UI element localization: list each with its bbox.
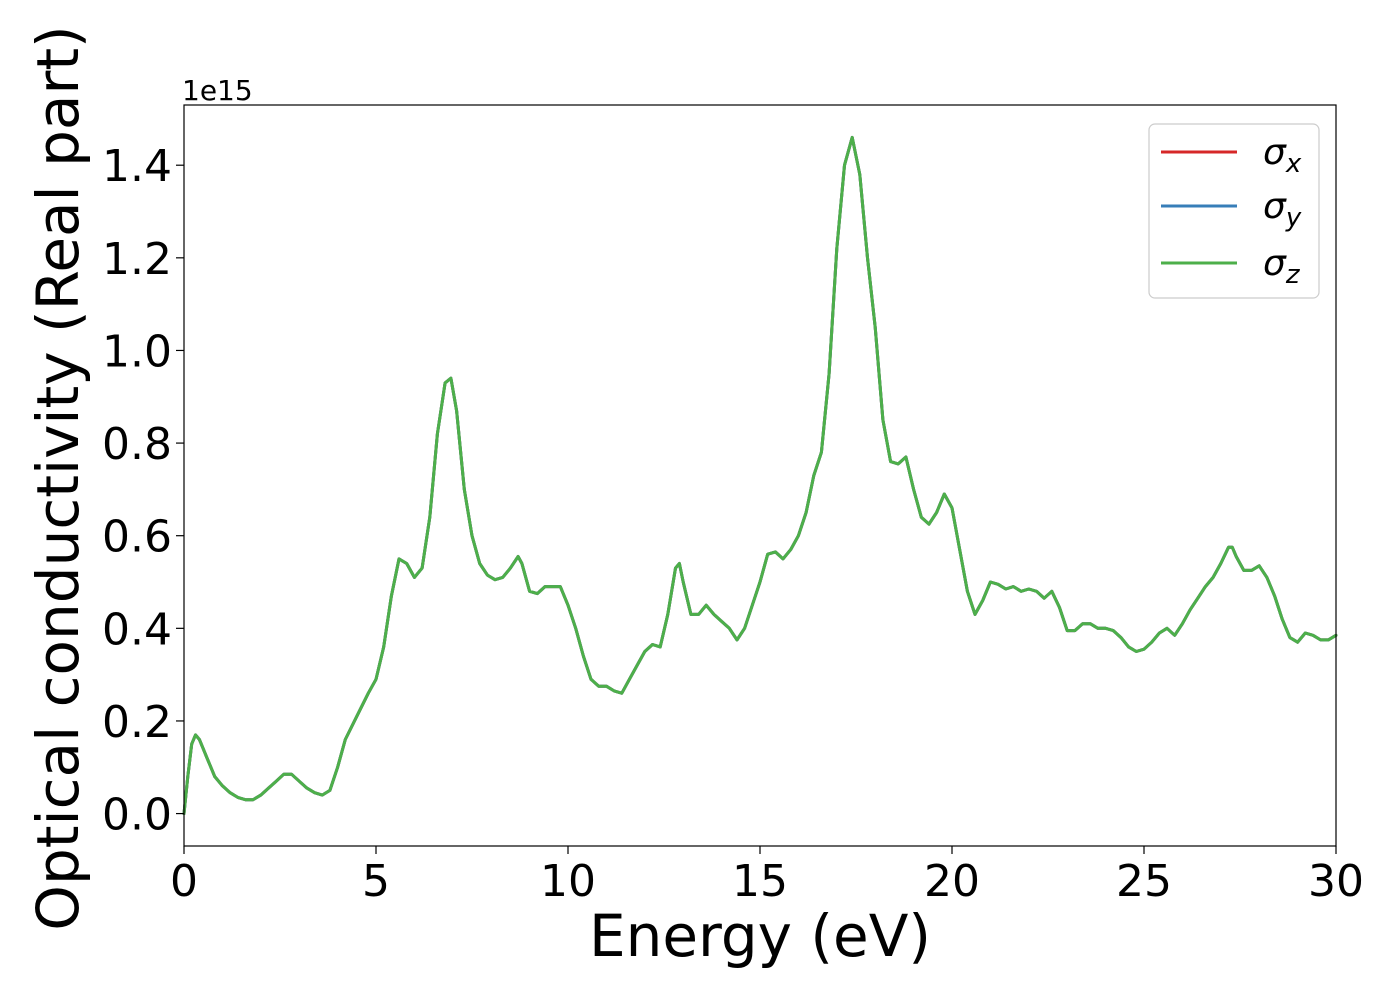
x-tick-label: 20 [924, 856, 980, 907]
y-tick-label: 0.4 [102, 604, 172, 655]
series-line-3 [182, 135, 1338, 816]
legend-label-2: σy [1263, 186, 1302, 233]
series-layer [182, 135, 1338, 816]
x-tick-label: 5 [362, 856, 390, 907]
y-tick-label: 0.6 [102, 512, 172, 563]
y-offset-label: 1e15 [182, 74, 253, 107]
legend-label-1: σx [1263, 132, 1302, 179]
y-axis-ticks: 0.0 0.2 0.4 0.6 0.8 1.0 1.2 1.4 [102, 141, 184, 841]
x-tick-label: 15 [732, 856, 788, 907]
y-axis-label: Optical conductivity (Real part) [24, 25, 92, 930]
x-tick-label: 25 [1116, 856, 1172, 907]
legend-box [1148, 123, 1320, 299]
x-axis-ticks: 0 5 10 15 20 25 30 [170, 846, 1364, 907]
y-tick-label: 1.0 [102, 326, 172, 377]
legend: σx σy σz [1148, 123, 1320, 299]
y-tick-label: 1.2 [102, 234, 172, 285]
y-tick-label: 0.2 [102, 697, 172, 748]
x-tick-label: 10 [540, 856, 596, 907]
plot-background [184, 105, 1336, 846]
legend-label-3: σz [1263, 243, 1301, 290]
x-tick-label: 30 [1308, 856, 1364, 907]
y-tick-label: 0.0 [102, 790, 172, 841]
y-tick-label: 1.4 [102, 141, 172, 192]
x-tick-label: 0 [170, 856, 198, 907]
x-axis-label: Energy (eV) [589, 902, 931, 970]
y-tick-label: 0.8 [102, 419, 172, 470]
